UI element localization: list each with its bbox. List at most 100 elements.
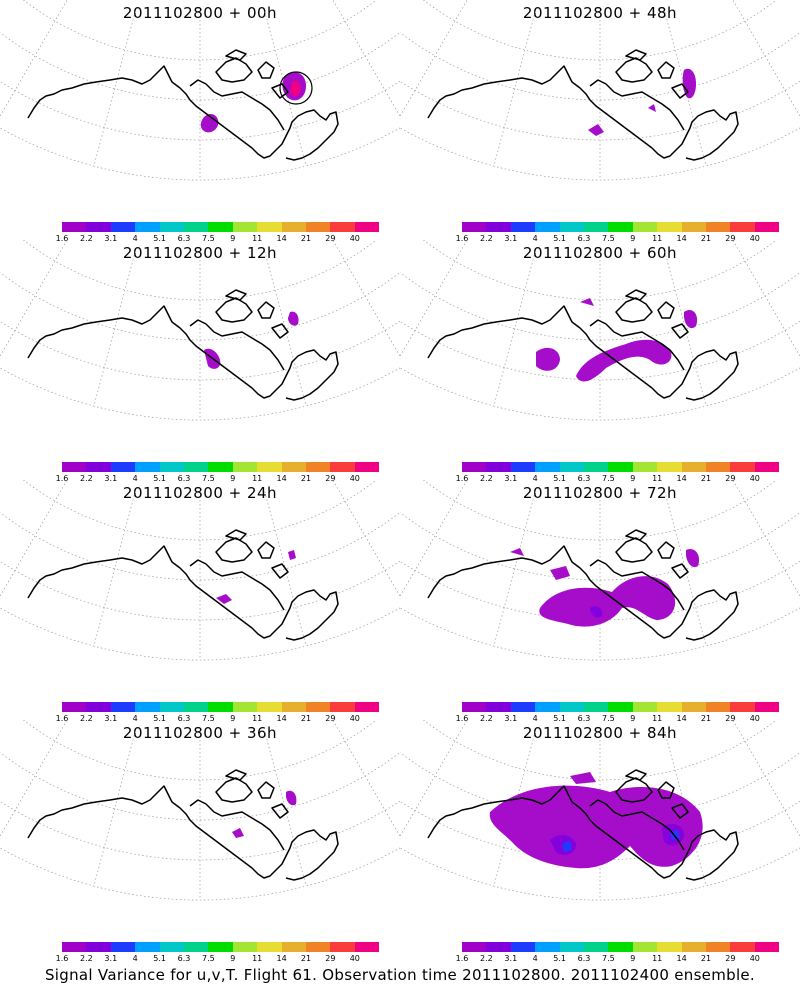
island bbox=[657, 541, 675, 559]
colorbar-swatch bbox=[305, 702, 331, 712]
colorbar-tick-label: 5.1 bbox=[153, 714, 166, 723]
variance-contour bbox=[290, 80, 301, 97]
coastline-path bbox=[27, 65, 339, 161]
colorbar-swatch bbox=[583, 222, 609, 232]
meridian bbox=[377, 0, 400, 60]
flight-region-circle bbox=[279, 71, 313, 105]
colorbar-swatch bbox=[159, 942, 184, 952]
colorbar-swatch bbox=[462, 942, 487, 952]
colorbar-swatch bbox=[705, 702, 731, 712]
meridian bbox=[332, 480, 400, 598]
colorbar-swatch bbox=[281, 222, 306, 232]
colorbar-tick-label: 21 bbox=[300, 474, 312, 483]
meridian bbox=[664, 251, 707, 407]
island bbox=[671, 83, 689, 99]
colorbar-tick-label: 5.1 bbox=[553, 234, 566, 243]
latitude-circle bbox=[422, 0, 778, 61]
colorbar-tick-label: 3.1 bbox=[104, 234, 118, 243]
colorbar-tick-label: 21 bbox=[300, 234, 312, 243]
colorbar-swatch bbox=[486, 702, 511, 712]
colorbar-swatch bbox=[705, 222, 731, 232]
colorbar bbox=[462, 462, 780, 472]
colorbar bbox=[62, 942, 380, 952]
colorbar-labels: 1.6 2.2 3.1 4 5.1 6.3 7.5 9 11 14 21 29 40 bbox=[56, 954, 362, 964]
coastline-path bbox=[589, 79, 685, 131]
colorbar-swatch bbox=[62, 462, 87, 472]
colorbar-swatch bbox=[86, 702, 111, 712]
variance-contour bbox=[580, 298, 594, 306]
latitude-circle bbox=[0, 367, 400, 421]
coastline bbox=[27, 769, 339, 881]
colorbar-swatch bbox=[608, 702, 633, 712]
colorbar-swatch bbox=[730, 942, 755, 952]
colorbar-tick-label: 3.1 bbox=[104, 474, 118, 483]
colorbar-swatch bbox=[330, 462, 355, 472]
colorbar-swatch bbox=[281, 462, 306, 472]
colorbar-swatch bbox=[305, 222, 331, 232]
island bbox=[657, 301, 675, 319]
colorbar-tick-label: 1.6 bbox=[455, 714, 469, 723]
latitude-circle bbox=[22, 480, 378, 541]
colorbar-swatch bbox=[232, 702, 258, 712]
colorbar-swatch bbox=[657, 222, 682, 232]
panel-title: 2011102800 + 84h bbox=[522, 724, 678, 742]
colorbar-tick-label: 14 bbox=[276, 234, 287, 243]
island bbox=[671, 563, 689, 579]
colorbar-swatch bbox=[110, 222, 136, 232]
coastline-path bbox=[27, 785, 339, 881]
colorbar-tick-label: 7.5 bbox=[602, 474, 615, 483]
colorbar-swatch bbox=[657, 702, 682, 712]
panel-12h: 2011102800 + 12h 1.6 2.2 3.1 4 5.1 6.3 7.5 9 11 1… bbox=[0, 240, 400, 483]
variance-contour bbox=[576, 339, 672, 382]
colorbar-tick-label: 29 bbox=[325, 714, 336, 723]
island bbox=[215, 537, 253, 563]
island bbox=[271, 803, 289, 819]
colorbar-tick-label: 9 bbox=[230, 954, 236, 963]
colorbar-tick-label: 29 bbox=[325, 234, 336, 243]
island bbox=[225, 49, 247, 61]
colorbar-tick-label: 11 bbox=[652, 234, 663, 243]
colorbar-tick-label: 11 bbox=[652, 474, 663, 483]
island bbox=[615, 297, 653, 323]
colorbar-swatch bbox=[232, 462, 258, 472]
colorbar-tick-label: 7.5 bbox=[202, 234, 215, 243]
island bbox=[257, 301, 275, 319]
latitude-circle bbox=[400, 847, 800, 901]
colorbar-tick-label: 5.1 bbox=[553, 714, 566, 723]
colorbar-tick-label: 7.5 bbox=[602, 234, 615, 243]
colorbar-tick-label: 1.6 bbox=[455, 954, 469, 963]
colorbar-tick-label: 29 bbox=[325, 474, 336, 483]
latitude-circle bbox=[422, 480, 778, 541]
latitude-circle bbox=[0, 127, 400, 181]
island bbox=[225, 769, 247, 781]
lat-lon-grid bbox=[400, 0, 800, 181]
colorbar-swatch bbox=[730, 702, 755, 712]
colorbar-tick-label: 2.2 bbox=[480, 234, 493, 243]
coastline-path bbox=[427, 785, 739, 881]
colorbar-tick-label: 9 bbox=[630, 954, 636, 963]
colorbar-swatch bbox=[232, 222, 258, 232]
meridian bbox=[93, 11, 136, 167]
island bbox=[657, 781, 675, 799]
coastline-path bbox=[427, 305, 739, 401]
map bbox=[400, 480, 800, 661]
panel-84h: 2011102800 + 84h 1.6 2.2 3.1 4 5.1 6.3 7.5 9 11 1… bbox=[400, 720, 800, 963]
variance-contour bbox=[562, 840, 572, 852]
colorbar-tick-label: 4 bbox=[532, 474, 538, 483]
map bbox=[0, 240, 400, 421]
colorbar-swatch bbox=[135, 462, 160, 472]
panel-title: 2011102800 + 00h bbox=[122, 4, 278, 22]
meridian bbox=[664, 491, 707, 647]
colorbar-swatch bbox=[510, 462, 536, 472]
colorbar-tick-label: 40 bbox=[349, 714, 360, 723]
colorbar-swatch bbox=[705, 462, 731, 472]
variance-contour bbox=[539, 576, 676, 627]
colorbar-tick-label: 29 bbox=[725, 234, 736, 243]
coastline bbox=[27, 529, 339, 641]
colorbar-swatch bbox=[330, 942, 355, 952]
coastline-path bbox=[27, 545, 339, 641]
colorbar-swatch bbox=[486, 942, 511, 952]
meridian bbox=[400, 240, 423, 300]
meridian bbox=[400, 480, 423, 540]
meridian bbox=[332, 0, 400, 118]
